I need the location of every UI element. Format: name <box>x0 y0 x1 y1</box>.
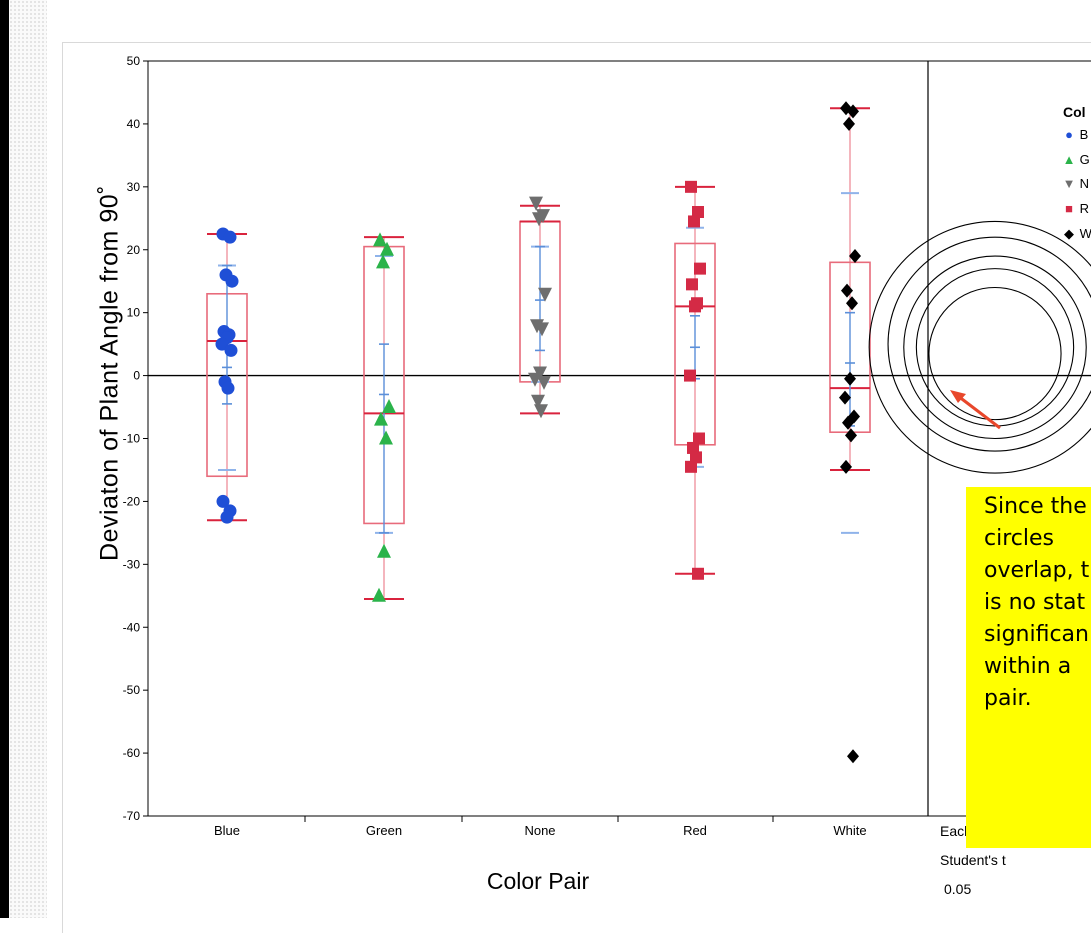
annotation-callout: Since the circles overlap, t is no stat … <box>966 487 1091 848</box>
legend-label: R <box>1079 201 1090 216</box>
y-tick-label: -10 <box>123 432 141 446</box>
data-point <box>689 300 701 313</box>
legend-item-green: ▲ G <box>1062 152 1090 167</box>
data-point <box>373 232 387 247</box>
comparison-circle <box>887 236 1091 452</box>
data-point <box>221 381 235 395</box>
data-point <box>220 510 234 524</box>
data-point <box>846 296 858 311</box>
annotation-line: within a <box>984 654 1072 679</box>
legend-title: Col <box>1063 104 1086 120</box>
data-point <box>216 494 230 508</box>
legend-label: W <box>1079 226 1091 241</box>
data-point <box>380 241 394 256</box>
data-point <box>685 180 697 193</box>
data-point <box>376 254 390 269</box>
data-point <box>688 215 700 228</box>
y-tick-label: 10 <box>127 306 141 320</box>
data-point <box>845 428 857 443</box>
annotation-line: significan <box>984 622 1089 647</box>
comparison-label-alpha: 0.05 <box>944 881 972 897</box>
data-point <box>839 390 851 405</box>
x-axis-title: Color Pair <box>486 868 590 894</box>
y-tick-label: -50 <box>123 683 141 697</box>
y-tick-label: 30 <box>127 180 141 194</box>
data-point <box>847 749 859 764</box>
data-point <box>374 411 388 426</box>
data-point <box>372 587 386 602</box>
legend-item-blue: ● B <box>1065 127 1089 142</box>
comparison-circle <box>915 268 1075 427</box>
annotation-line: Since the <box>984 494 1087 519</box>
y-tick-label: 20 <box>127 243 141 257</box>
y-tick-label: -40 <box>123 620 141 634</box>
data-point <box>223 230 237 244</box>
slide-dotted-margin <box>9 0 47 918</box>
legend-label: G <box>1079 152 1090 167</box>
annotation-line: overlap, t <box>984 558 1090 583</box>
annotation-arrow-shaft <box>957 394 1001 430</box>
data-point <box>842 415 854 430</box>
data-point <box>377 543 391 558</box>
plot-area-border <box>147 60 929 817</box>
data-point <box>693 432 705 445</box>
data-point <box>686 278 698 291</box>
data-point <box>685 460 697 473</box>
annotation-line: pair. <box>984 686 1032 711</box>
annotation-line: is no stat <box>984 590 1086 615</box>
x-tick-label: Blue <box>214 823 240 838</box>
data-point <box>537 375 551 390</box>
legend-item-white: ◆ W <box>1064 226 1091 241</box>
x-tick-label: Green <box>366 823 402 838</box>
comparison-circle <box>903 255 1087 440</box>
comparison-label-test: Student's t <box>940 852 1006 868</box>
left-border-bar <box>0 0 9 918</box>
data-point <box>690 451 702 464</box>
annotation-arrow-head <box>950 390 966 403</box>
data-point <box>843 116 855 131</box>
y-axis-title: Deviaton of Plant Angle from 90˚ <box>95 185 124 561</box>
legend-label: N <box>1079 176 1090 191</box>
data-point <box>692 567 704 580</box>
comparison-circle <box>928 286 1062 421</box>
y-tick-label: 0 <box>133 369 140 383</box>
data-point <box>224 343 238 357</box>
data-point <box>844 371 856 386</box>
y-tick-label: -20 <box>123 494 141 508</box>
y-tick-label: -70 <box>123 809 141 823</box>
data-point <box>534 404 548 419</box>
data-point <box>538 287 552 302</box>
data-point <box>694 262 706 275</box>
legend-item-none: ▼ N <box>1062 176 1090 191</box>
y-tick-label: 50 <box>127 54 141 68</box>
data-point <box>529 196 543 211</box>
comparison-circle <box>868 220 1091 474</box>
x-tick-label: Red <box>683 823 707 838</box>
plot-frame <box>62 42 1091 933</box>
legend-label: B <box>1079 127 1089 142</box>
data-point <box>849 249 861 264</box>
data-point <box>840 459 852 474</box>
data-point <box>532 212 546 227</box>
data-point <box>225 274 239 288</box>
data-point <box>692 206 704 218</box>
data-point <box>847 104 859 119</box>
data-point <box>687 441 699 454</box>
annotation-line: circles <box>984 526 1054 551</box>
data-point <box>382 399 396 414</box>
y-tick-label: -30 <box>123 557 141 571</box>
x-tick-label: White <box>833 823 866 838</box>
x-tick-label: None <box>524 823 555 838</box>
data-point <box>215 337 229 351</box>
data-point <box>531 394 545 409</box>
legend-item-red: ■ R <box>1065 201 1090 216</box>
y-tick-label: 40 <box>127 117 141 131</box>
data-point <box>684 369 696 382</box>
data-point <box>535 322 549 337</box>
data-point <box>841 283 853 298</box>
data-point <box>379 430 393 445</box>
y-tick-label: -60 <box>123 746 141 760</box>
